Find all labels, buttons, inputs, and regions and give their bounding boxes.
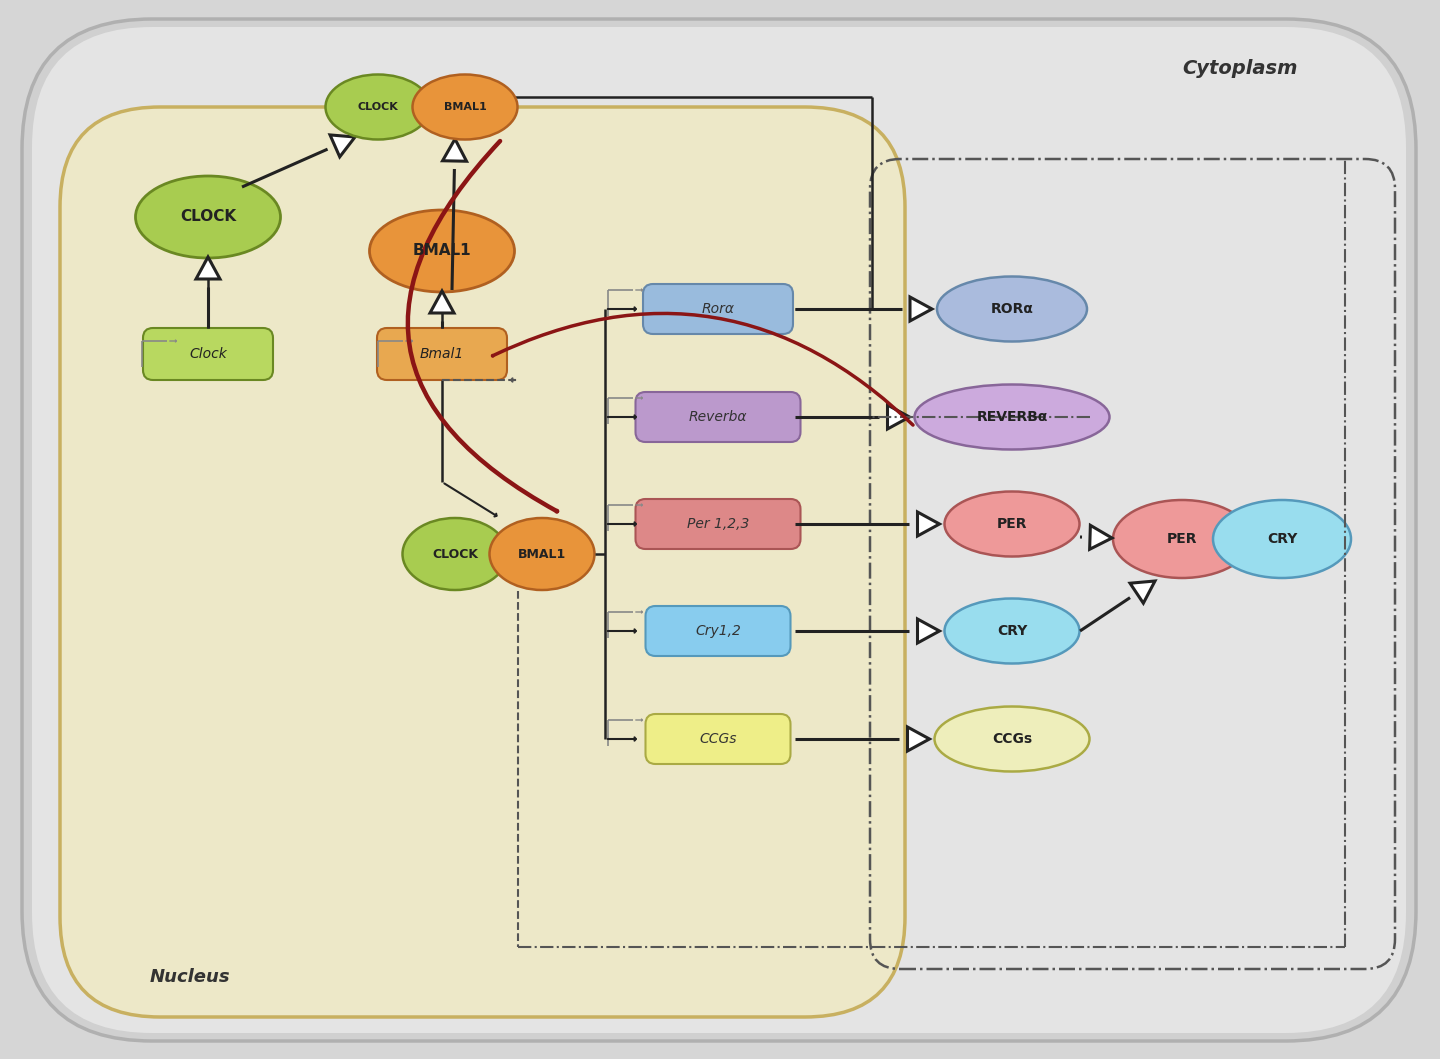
Text: CLOCK: CLOCK	[180, 210, 236, 225]
FancyArrowPatch shape	[408, 141, 557, 511]
Ellipse shape	[412, 74, 517, 140]
Text: PER: PER	[996, 517, 1027, 531]
Ellipse shape	[135, 176, 281, 258]
Ellipse shape	[937, 276, 1087, 341]
Polygon shape	[1130, 581, 1155, 604]
Polygon shape	[196, 257, 220, 279]
Polygon shape	[917, 511, 939, 536]
Ellipse shape	[370, 210, 514, 292]
Text: Cry1,2: Cry1,2	[696, 624, 742, 638]
FancyArrowPatch shape	[492, 313, 913, 425]
Text: BMAL1: BMAL1	[518, 548, 566, 560]
Ellipse shape	[945, 491, 1080, 556]
Text: Nucleus: Nucleus	[150, 968, 230, 986]
Text: CLOCK: CLOCK	[357, 102, 399, 112]
FancyBboxPatch shape	[645, 714, 791, 764]
Ellipse shape	[935, 706, 1090, 772]
Text: Per 1,2,3: Per 1,2,3	[687, 517, 749, 531]
Ellipse shape	[490, 518, 595, 590]
Ellipse shape	[1212, 500, 1351, 578]
Ellipse shape	[914, 384, 1109, 449]
Polygon shape	[1090, 525, 1112, 550]
FancyBboxPatch shape	[635, 499, 801, 549]
Text: BMAL1: BMAL1	[444, 102, 487, 112]
FancyBboxPatch shape	[22, 19, 1416, 1041]
Polygon shape	[907, 726, 929, 751]
FancyBboxPatch shape	[377, 328, 507, 380]
Text: CRY: CRY	[1267, 532, 1297, 546]
Text: BMAL1: BMAL1	[413, 244, 471, 258]
Polygon shape	[442, 139, 467, 161]
Polygon shape	[431, 291, 454, 313]
Text: Cytoplasm: Cytoplasm	[1182, 59, 1297, 78]
Text: PER: PER	[1166, 532, 1197, 546]
Text: RORα: RORα	[991, 302, 1034, 316]
Text: Clock: Clock	[189, 347, 228, 361]
FancyBboxPatch shape	[644, 284, 793, 334]
Polygon shape	[917, 620, 939, 643]
Ellipse shape	[325, 74, 431, 140]
FancyBboxPatch shape	[645, 606, 791, 656]
Polygon shape	[887, 405, 910, 429]
Ellipse shape	[403, 518, 507, 590]
Text: Reverbα: Reverbα	[688, 410, 747, 424]
Text: CCGs: CCGs	[992, 732, 1032, 746]
Polygon shape	[910, 297, 932, 321]
Ellipse shape	[1113, 500, 1251, 578]
FancyBboxPatch shape	[143, 328, 274, 380]
FancyBboxPatch shape	[60, 107, 904, 1017]
Text: Rorα: Rorα	[701, 302, 734, 316]
Text: CCGs: CCGs	[700, 732, 737, 746]
FancyBboxPatch shape	[635, 392, 801, 442]
Text: REVERBα: REVERBα	[976, 410, 1048, 424]
Text: Bmal1: Bmal1	[420, 347, 464, 361]
Text: CRY: CRY	[996, 624, 1027, 638]
Text: CLOCK: CLOCK	[432, 548, 478, 560]
Polygon shape	[330, 134, 356, 157]
Ellipse shape	[945, 598, 1080, 664]
FancyBboxPatch shape	[32, 26, 1405, 1033]
